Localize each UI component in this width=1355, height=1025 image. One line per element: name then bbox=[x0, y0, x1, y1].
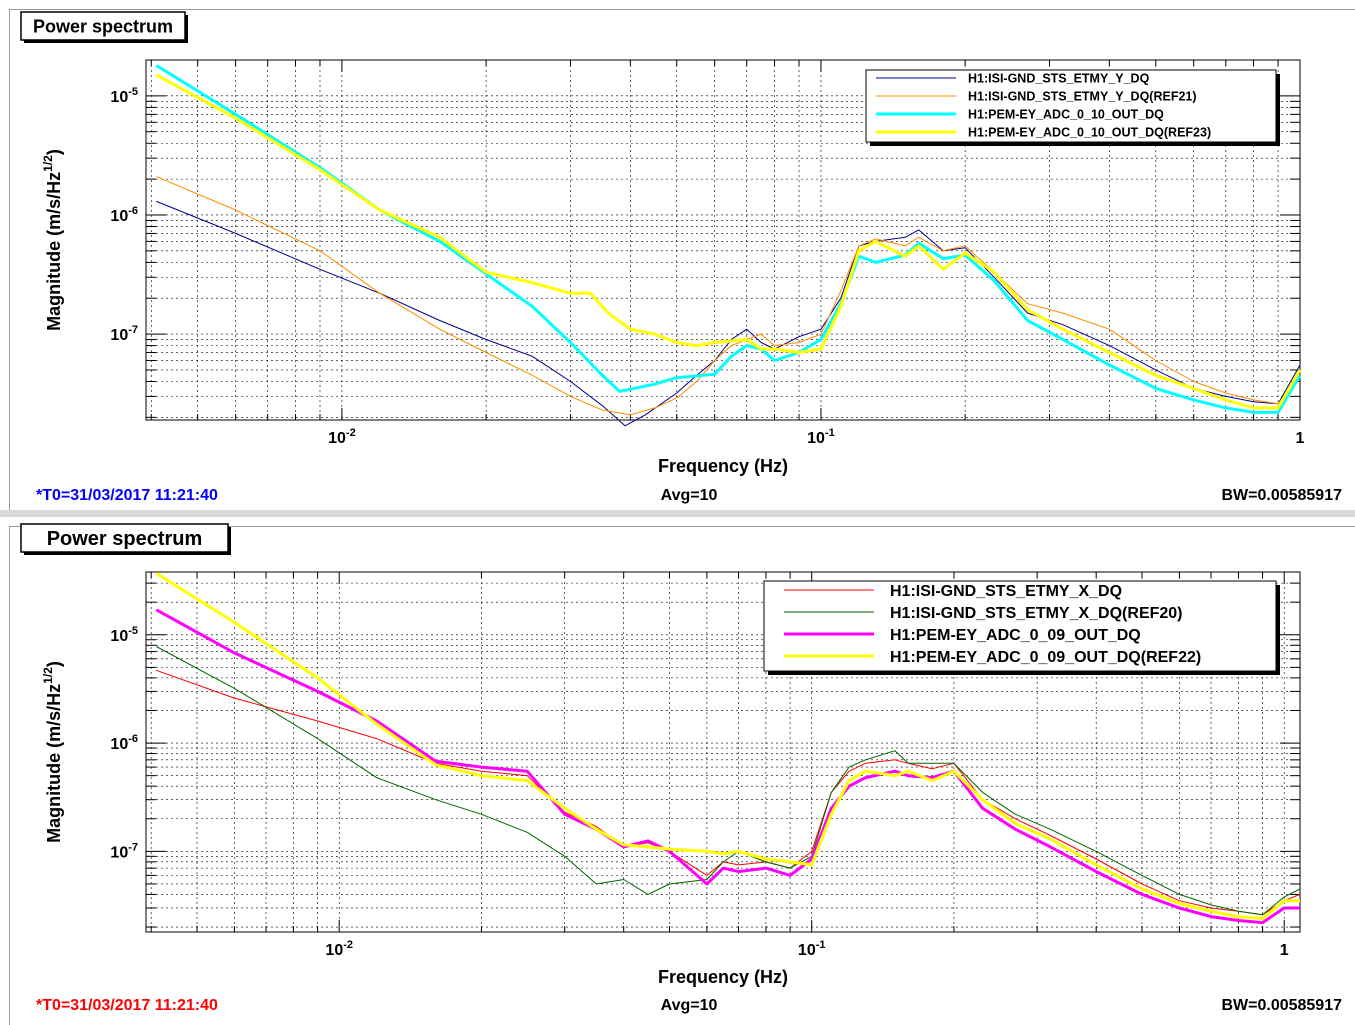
chart-bottom[interactable]: 10-2 10-1 1 10-5 10-6 10-7 Frequency (Hz) Magni… bbox=[0, 517, 1355, 1025]
chart-top[interactable]: 10-2 10-1 1 10-5 10-6 10-7 Frequency (Hz) Magni… bbox=[0, 0, 1355, 510]
grid bbox=[146, 572, 1300, 932]
x-tick-label: 10-1 bbox=[807, 427, 835, 447]
x-axis-label: Frequency (Hz) bbox=[658, 967, 788, 987]
legend-label-4: H1:PEM-EY_ADC_0_09_OUT_DQ(REF22) bbox=[890, 649, 1201, 666]
footer-bw: BW=0.00585917 bbox=[1221, 487, 1342, 504]
series-line-2 bbox=[156, 176, 1301, 416]
series-line-3 bbox=[155, 608, 1300, 925]
x-tick-label: 1 bbox=[1280, 942, 1289, 959]
footer-avg: Avg=10 bbox=[661, 997, 718, 1014]
y-tick-label: 10-7 bbox=[110, 324, 138, 344]
series-line-2 bbox=[156, 646, 1301, 916]
legend-label-4: H1:PEM-EY_ADC_0_10_OUT_DQ(REF23) bbox=[968, 126, 1211, 140]
footer-t0: *T0=31/03/2017 11:21:40 bbox=[36, 997, 218, 1014]
footer-t0: *T0=31/03/2017 11:21:40 bbox=[36, 487, 218, 504]
footer-avg: Avg=10 bbox=[661, 487, 718, 504]
x-tick-label: 1 bbox=[1296, 430, 1305, 447]
y-tick-label: 10-7 bbox=[110, 841, 138, 861]
x-tick-label: 10-2 bbox=[328, 427, 356, 447]
chart-panel-top: 10-2 10-1 1 10-5 10-6 10-7 Frequency (Hz) Magni… bbox=[0, 0, 1355, 510]
legend-label-2: H1:ISI-GND_STS_ETMY_Y_DQ(REF21) bbox=[968, 90, 1197, 104]
y-tick-label: 10-5 bbox=[110, 86, 138, 106]
legend bbox=[865, 69, 1277, 143]
legend-label-3: H1:PEM-EY_ADC_0_10_OUT_DQ bbox=[968, 108, 1164, 122]
x-tick-label: 10-1 bbox=[798, 939, 826, 959]
title-box bbox=[20, 11, 186, 41]
y-axis-label: Magnitude (m/s/Hz1/2) bbox=[41, 661, 64, 843]
legend-label-3: H1:PEM-EY_ADC_0_09_OUT_DQ bbox=[890, 627, 1141, 644]
y-tick-label: 10-5 bbox=[110, 625, 138, 645]
chart-title: Power spectrum bbox=[47, 528, 203, 550]
panel-separator bbox=[0, 510, 1355, 517]
chart-title: Power spectrum bbox=[33, 16, 173, 36]
y-tick-label: 10-6 bbox=[110, 205, 138, 225]
legend-label-1: H1:ISI-GND_STS_ETMY_X_DQ bbox=[890, 583, 1122, 600]
legend-label-1: H1:ISI-GND_STS_ETMY_Y_DQ bbox=[968, 72, 1150, 86]
series-line-4 bbox=[155, 572, 1300, 920]
chart-panel-bottom: 10-2 10-1 1 10-5 10-6 10-7 Frequency (Hz) Magni… bbox=[0, 517, 1355, 1025]
series-line-1 bbox=[156, 669, 1301, 916]
legend-label-2: H1:ISI-GND_STS_ETMY_X_DQ(REF20) bbox=[890, 605, 1183, 622]
x-tick-label: 10-2 bbox=[325, 939, 353, 959]
series-line-4 bbox=[155, 73, 1302, 410]
title-box bbox=[20, 523, 229, 553]
series-line-1 bbox=[156, 200, 1301, 427]
series-line-3 bbox=[155, 64, 1302, 414]
y-tick-label: 10-6 bbox=[110, 733, 138, 753]
y-axis-label: Magnitude (m/s/Hz1/2) bbox=[41, 149, 64, 331]
footer-bw: BW=0.00585917 bbox=[1221, 997, 1342, 1014]
x-axis-label: Frequency (Hz) bbox=[658, 456, 788, 476]
